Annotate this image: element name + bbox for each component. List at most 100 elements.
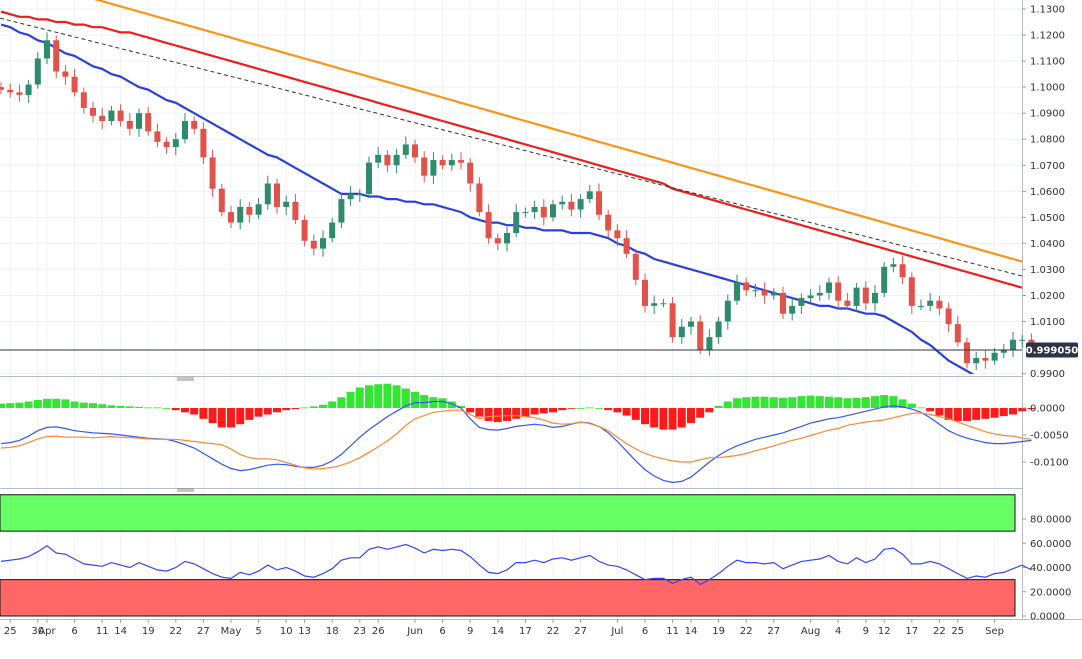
time-axis-label: Aug [801, 626, 821, 637]
macd-histogram-bar [613, 408, 622, 413]
candle [789, 298, 796, 321]
candle-body [218, 188, 225, 213]
macd-histogram-bar [585, 407, 594, 409]
macd-histogram-bar [742, 397, 751, 408]
macd-histogram-bar [493, 408, 502, 423]
price-axis-label: 1.0400 [1030, 239, 1065, 250]
time-axis-label: 6 [439, 626, 445, 637]
candle [973, 351, 980, 370]
macd-histogram-bar [917, 407, 925, 409]
candle-body [586, 191, 593, 200]
time-axis-label: 27 [197, 626, 210, 637]
macd-pane-drag-handle[interactable] [177, 377, 194, 381]
current-price-tag [1026, 342, 1078, 358]
candle [117, 104, 124, 127]
candle-body [384, 154, 391, 166]
candle-body [16, 92, 23, 95]
candle-body [209, 157, 216, 189]
time-axis-label: 17 [519, 626, 532, 637]
rsi-axis-label: 60.0000 [1030, 539, 1071, 550]
rsi-axis-label: 20.0000 [1030, 587, 1071, 598]
time-axis-label: 25 [951, 626, 964, 637]
candle [678, 318, 685, 344]
candle [191, 116, 198, 135]
candle [338, 192, 345, 229]
candle [283, 195, 290, 215]
candle [798, 293, 805, 314]
candle [182, 113, 188, 144]
candle-body [688, 321, 694, 327]
rsi-line [0, 543, 1032, 586]
candle [605, 210, 612, 238]
candle-body [393, 154, 400, 166]
candle [550, 199, 556, 222]
time-axis-label: 19 [142, 626, 155, 637]
candle-body [927, 300, 934, 306]
macd-histogram-bar [263, 408, 272, 415]
candle [320, 230, 326, 257]
candle [412, 139, 418, 163]
macd-histogram-bar [319, 404, 327, 408]
candle [632, 249, 639, 286]
candle [1000, 343, 1007, 359]
macd-histogram-bar [171, 408, 180, 411]
time-axis-label: 11 [666, 626, 679, 637]
macd-histogram-bar [236, 408, 245, 425]
macd-histogram-bar [144, 407, 153, 409]
time-axis-label: 30 [31, 626, 44, 637]
macd-histogram-bar [0, 403, 5, 408]
candle-body [476, 183, 483, 213]
candle-body [402, 144, 409, 155]
macd-histogram-bar [760, 396, 769, 408]
macd-histogram-bar [999, 408, 1008, 417]
candle [826, 277, 832, 300]
time-axis-label: 9 [863, 626, 869, 637]
macd-histogram-bar [70, 401, 79, 408]
panel-separators [0, 0, 1082, 620]
moving-averages [0, 0, 1023, 374]
macd-histogram-bar [558, 408, 567, 411]
candle-body [752, 290, 759, 292]
candle-body [0, 87, 4, 90]
rsi-oversold-zone [0, 579, 1016, 617]
candle-body [467, 162, 474, 184]
candle-body [25, 84, 32, 95]
candle-body [697, 321, 704, 351]
time-axis-label: 22 [933, 626, 946, 637]
candle [568, 193, 575, 217]
time-axis-label: 6 [71, 626, 77, 637]
time-axis-label: 26 [372, 626, 385, 637]
time-axis-label: 22 [169, 626, 182, 637]
candle-body [743, 282, 750, 291]
candle-body [908, 277, 915, 306]
candle [991, 348, 998, 365]
candle [402, 136, 409, 160]
macd-histogram-bar [24, 401, 33, 408]
macd-histogram-bar [723, 401, 732, 408]
candle-body [485, 212, 492, 239]
macd-histogram-bar [972, 408, 981, 420]
macd-histogram-bar [595, 408, 603, 409]
macd-histogram-bar [484, 408, 493, 421]
candles [0, 32, 1035, 370]
candle-body [504, 232, 510, 244]
candle-body [71, 76, 78, 93]
macd-histogram-bar [52, 398, 61, 408]
candle-body [237, 206, 244, 223]
macd-histogram-bar [181, 408, 189, 413]
candle-body [53, 40, 60, 72]
macd-histogram-bar [438, 398, 447, 408]
candle [430, 152, 437, 184]
price-axis-label: 1.1300 [1030, 5, 1065, 16]
candle [467, 157, 474, 192]
macd-histogram-bar [457, 405, 465, 408]
candle-body [734, 282, 740, 301]
candle-body [412, 144, 418, 158]
candle [734, 274, 740, 305]
rsi-pane-drag-handle[interactable] [177, 488, 194, 492]
macd-histogram-bar [116, 405, 125, 408]
candle [669, 297, 676, 343]
candle-body [945, 308, 952, 325]
candle [752, 284, 759, 298]
time-axis-label: 25 [4, 626, 17, 637]
